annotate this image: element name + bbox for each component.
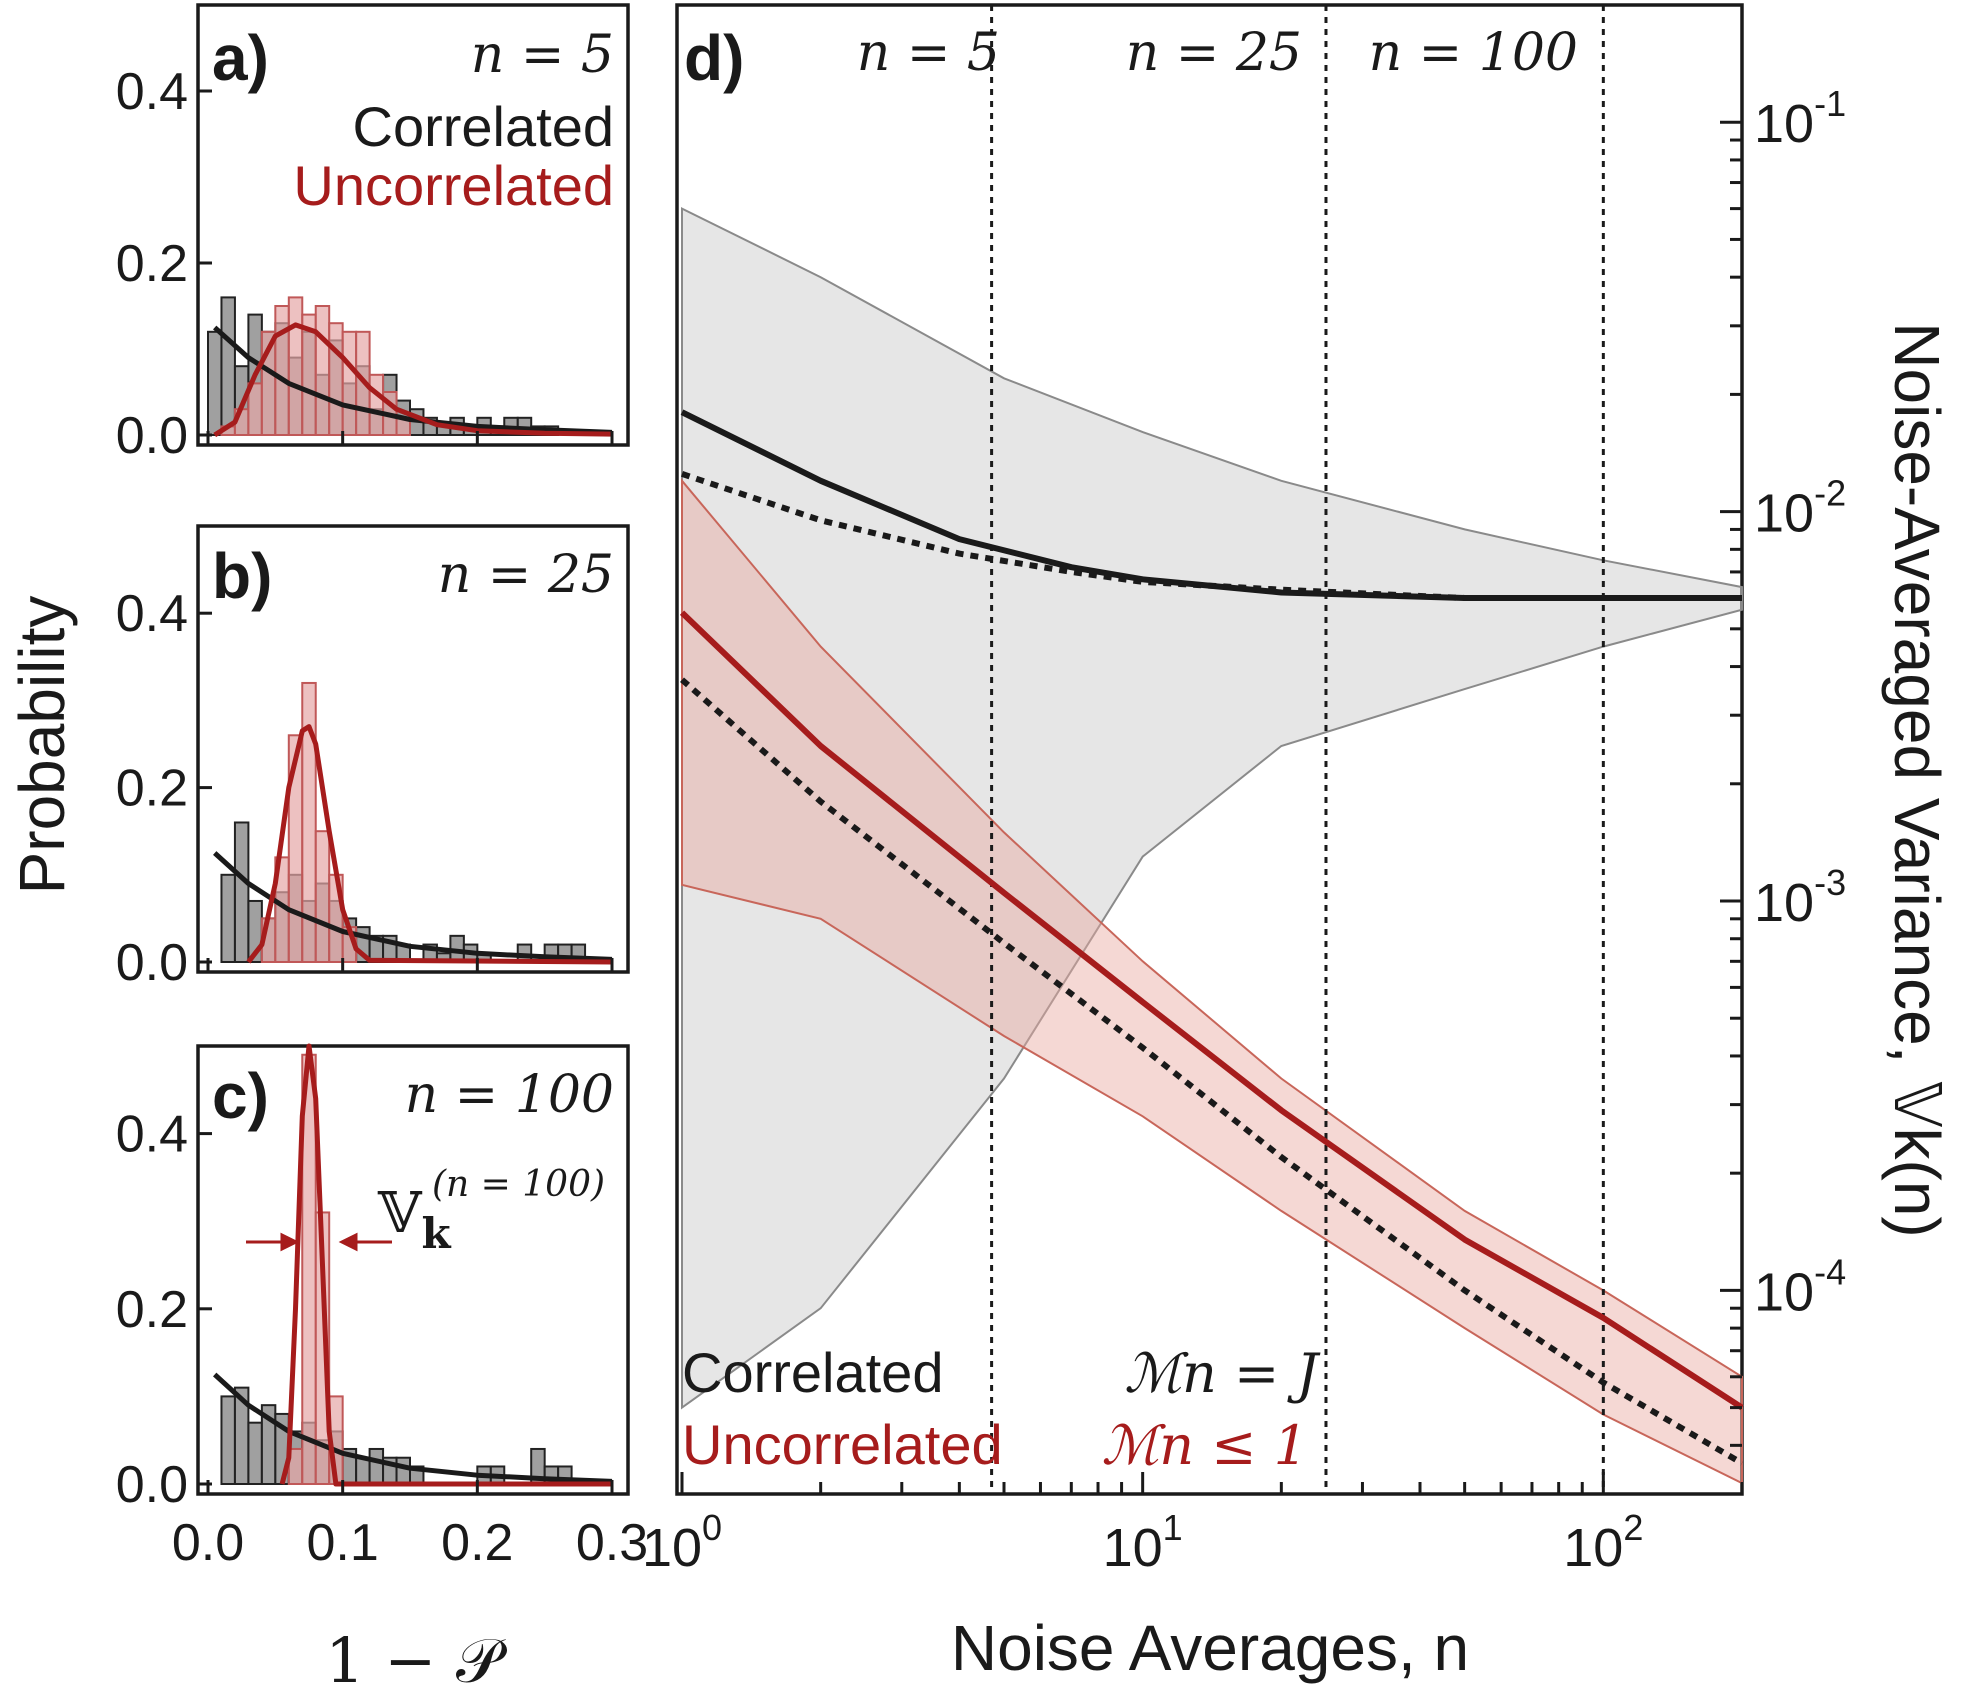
left-arrow-head	[280, 1232, 300, 1252]
y-tick-label: 0.0	[116, 1456, 188, 1514]
y-axis-label-right: Noise-Averaged Variance, 𝕍k(n)	[1881, 322, 1953, 1237]
legend-d-correlated: Correlated	[682, 1341, 943, 1404]
correlated-hist-bar	[368, 1447, 385, 1485]
y-tick-label: 0.0	[116, 934, 188, 992]
model-dotted-line	[681, 471, 1742, 601]
variance-annotation: 𝕍k(n = 100)	[377, 1164, 605, 1258]
model-dotted-line	[680, 677, 1744, 1466]
ticks-layer: 0.00.20.40.00.20.40.00.20.40.0 0.1 0.2 0.31…	[116, 3, 1846, 1578]
correlated-hist-bar	[247, 1421, 263, 1486]
x-tick-label: 0.0	[172, 1514, 244, 1572]
y-tick-label: 10-3	[1754, 862, 1846, 933]
uncorrelated-hist-bar	[287, 296, 304, 436]
uncorrelated-hist-bar	[274, 305, 290, 436]
y-tick-label: 0.0	[116, 407, 188, 465]
width-arrows	[246, 1232, 392, 1252]
panel-c-plot	[213, 1043, 613, 1487]
x-tick-label: 100	[642, 1507, 722, 1578]
y-tick-label: 10-1	[1754, 83, 1846, 154]
region-label-n100: n = 100	[1369, 23, 1578, 83]
y-tick-label: 10-4	[1754, 1251, 1846, 1322]
x-tick-label: 102	[1563, 1507, 1643, 1578]
x-tick-label: 0.2	[441, 1514, 513, 1572]
legend-d-math-correlated: ℳn = J	[1124, 1342, 1321, 1405]
right-arrow-head	[338, 1232, 358, 1252]
panel-a-label: a)	[212, 22, 269, 94]
x-tick-label: 101	[1103, 1507, 1183, 1578]
y-tick-label: 0.4	[116, 1106, 188, 1164]
mean-series-line	[679, 610, 1744, 1411]
panel-a-plot	[207, 296, 613, 438]
x-tick-label: 0.3	[576, 1514, 648, 1572]
x-axis-label-left: 1 − 𝒫	[325, 1624, 508, 1697]
legend-d-math-uncorrelated: ℳn ≤ 1	[1102, 1414, 1308, 1477]
region-label-n25: n = 25	[1126, 23, 1302, 83]
uncorrelated-fit-line	[279, 1043, 612, 1487]
y-tick-label: 0.4	[116, 585, 188, 643]
x-axis-label-right: Noise Averages, n	[951, 1612, 1469, 1684]
correlated-hist-bar	[220, 296, 236, 436]
panel-b-frame	[196, 524, 630, 974]
uncorrelated-hist-bar	[314, 305, 331, 436]
correlated-hist-bar	[395, 1456, 411, 1485]
y-tick-label: 0.2	[116, 760, 188, 818]
correlated-fit-line	[213, 851, 613, 962]
correlated-fit-line	[213, 1372, 613, 1484]
correlated-hist-bar	[355, 1456, 371, 1485]
panel-b-label: b)	[212, 540, 272, 612]
y-tick-label: 0.4	[116, 63, 188, 121]
y-tick-label: 0.2	[116, 235, 188, 293]
panel-b-plot	[213, 681, 613, 965]
legend-a-uncorrelated: Uncorrelated	[293, 154, 614, 217]
correlated-hist-bar	[207, 330, 223, 436]
uncorrelated-hist-bar	[301, 681, 317, 964]
panel-c-label: c)	[212, 1060, 269, 1132]
variance-superscript: (n = 100)	[432, 1164, 605, 1205]
panel-d-frame	[675, 3, 1744, 1496]
panel-b-n-label: n = 25	[438, 545, 614, 605]
correlated-fit-line	[213, 325, 613, 435]
region-label-n5: n = 5	[857, 23, 1000, 83]
variance-symbol: 𝕍	[377, 1181, 423, 1246]
uncorrelated-hist-bar	[368, 373, 385, 436]
variance-subscript: k	[421, 1209, 451, 1258]
uncorrelated-hist-bar	[314, 830, 331, 964]
panel-d-label: d)	[684, 22, 744, 94]
panel-d-plot	[679, 5, 1744, 1494]
correlated-hist-bar	[233, 821, 250, 963]
correlated-hist-bar	[220, 1395, 236, 1486]
correlated-trajectory-band	[681, 206, 1743, 1410]
uncorrelated-fit-line	[213, 322, 613, 438]
y-tick-label: 0.2	[116, 1281, 188, 1339]
y-tick-label: 10-2	[1754, 473, 1846, 544]
uncorrelated-hist-bar	[341, 330, 358, 436]
panel-a-n-label: n = 5	[471, 25, 614, 85]
x-tick-label: 0.1	[307, 1514, 379, 1572]
panel-c-n-label: n = 100	[405, 1065, 614, 1125]
legend-d-uncorrelated: Uncorrelated	[682, 1413, 1003, 1476]
uncorrelated-hist-bar	[328, 322, 344, 437]
correlated-hist-bar	[220, 873, 236, 963]
y-axis-label-left: Probability	[6, 596, 78, 895]
panel-a-frame	[196, 3, 630, 447]
legend-a-correlated: Correlated	[353, 95, 614, 158]
uncorrelated-fit-line	[246, 724, 613, 965]
panel-c-frame	[196, 1044, 630, 1496]
